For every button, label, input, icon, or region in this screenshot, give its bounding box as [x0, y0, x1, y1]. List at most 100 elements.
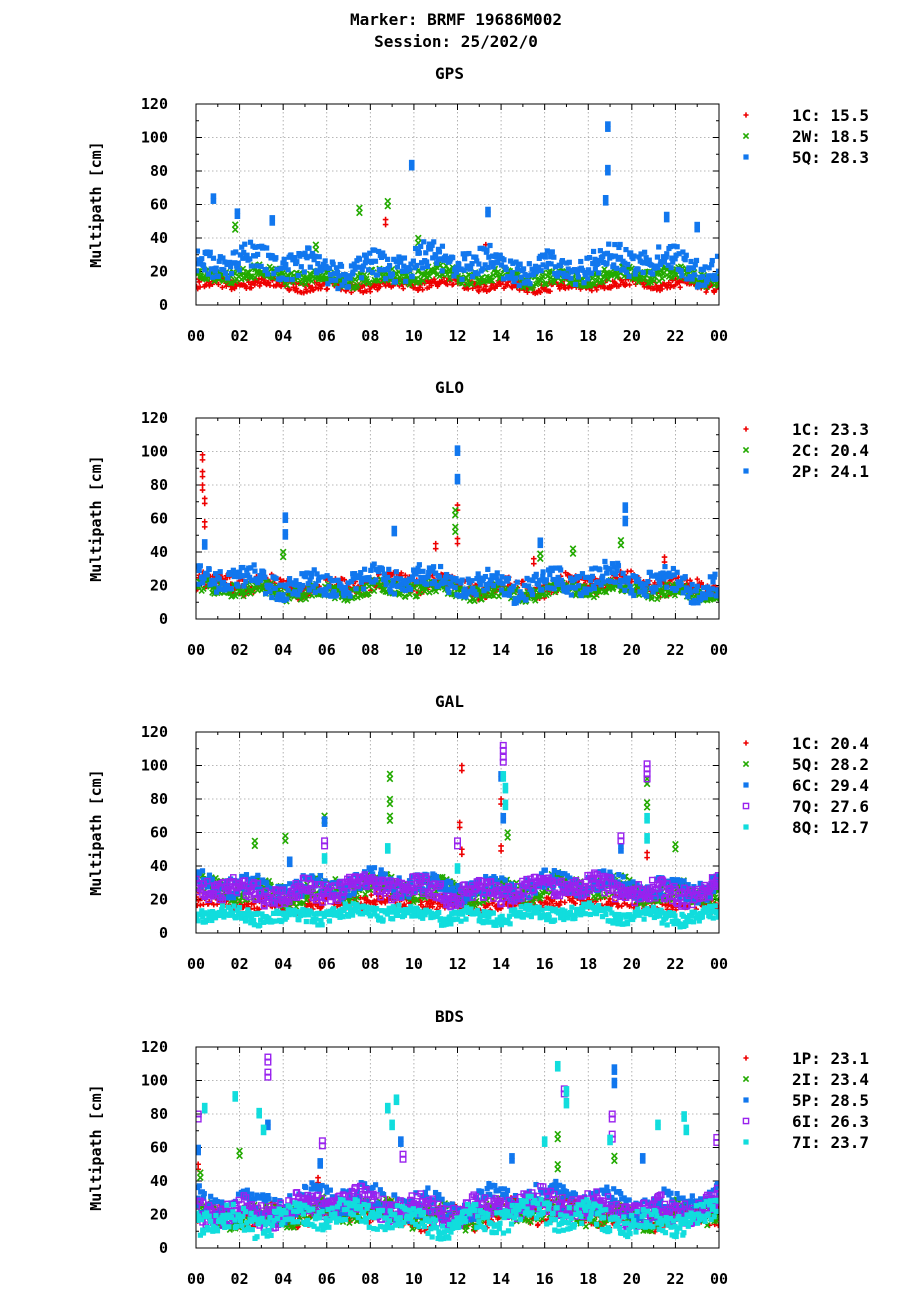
data-point [356, 256, 363, 262]
data-point [307, 264, 313, 270]
data-point [201, 500, 208, 507]
data-point [635, 266, 641, 272]
data-point [364, 258, 370, 264]
data-point [560, 270, 566, 277]
data-point [262, 591, 269, 597]
data-point [557, 286, 563, 292]
data-point [619, 903, 625, 909]
y-tick-label: 80 [150, 162, 168, 180]
data-point [488, 577, 494, 583]
data-point [251, 842, 259, 850]
data-point [267, 885, 273, 892]
data-point [273, 887, 280, 893]
data-point [668, 265, 674, 271]
data-point [393, 887, 399, 893]
data-point [415, 565, 421, 571]
data-point [666, 570, 672, 576]
data-point [566, 584, 573, 590]
data-point [562, 570, 569, 576]
data-point [697, 282, 703, 288]
data-point [668, 282, 674, 288]
data-point [709, 262, 715, 268]
data-point [626, 273, 632, 279]
data-point [627, 282, 633, 288]
data-point [301, 269, 307, 275]
data-point [661, 554, 668, 560]
data-point [407, 586, 414, 593]
data-point [520, 266, 527, 272]
data-point [254, 279, 261, 285]
data-point [335, 577, 341, 584]
data-point [589, 566, 595, 572]
data-point [525, 895, 531, 901]
data-point [306, 245, 312, 251]
data-point [533, 269, 539, 275]
data-point [644, 854, 650, 861]
x-tick-label: 02 [231, 955, 249, 973]
data-point [672, 840, 679, 848]
data-point [694, 221, 701, 228]
data-point [292, 255, 298, 261]
data-point [269, 594, 275, 601]
data-point [465, 263, 471, 269]
data-point [305, 581, 311, 587]
data-point [207, 582, 213, 588]
data-point [400, 268, 406, 274]
data-point [565, 266, 571, 272]
data-point [292, 589, 298, 595]
data-point [265, 271, 271, 277]
data-point [667, 244, 674, 250]
data-point [376, 248, 382, 255]
data-point [310, 874, 316, 880]
data-point [625, 579, 631, 585]
data-point [262, 277, 268, 283]
data-point [207, 249, 213, 255]
data-point [386, 775, 394, 783]
data-point [473, 254, 479, 260]
data-point [614, 568, 620, 574]
data-point [674, 569, 680, 575]
data-point [613, 280, 619, 287]
x-tick-label: 08 [361, 641, 379, 659]
data-point [249, 577, 256, 584]
data-point [514, 579, 520, 585]
data-point [679, 273, 685, 279]
data-point [647, 569, 653, 576]
data-point [598, 582, 604, 588]
data-point [219, 284, 225, 291]
data-point [472, 270, 478, 276]
data-point [657, 582, 663, 588]
legend-marker [743, 468, 749, 474]
data-point [362, 891, 369, 898]
data-point [280, 592, 286, 598]
data-point [493, 574, 499, 580]
data-point [572, 585, 578, 591]
data-point [271, 270, 277, 277]
data-point [368, 866, 375, 872]
data-point [208, 266, 214, 272]
data-point [533, 571, 539, 577]
data-point [275, 594, 281, 600]
data-point [509, 270, 515, 276]
data-point [414, 262, 420, 269]
data-point [351, 261, 357, 267]
data-point [633, 574, 639, 580]
data-point [636, 254, 642, 260]
data-point [656, 578, 662, 584]
data-point [370, 587, 378, 595]
data-point [487, 891, 493, 897]
data-point [398, 581, 404, 587]
data-point [513, 259, 519, 265]
data-point [629, 587, 635, 594]
data-point [484, 247, 490, 253]
data-point [432, 540, 439, 547]
data-point [694, 583, 700, 589]
data-point [282, 534, 289, 540]
data-point [200, 585, 207, 592]
data-point [459, 888, 465, 894]
data-point [703, 289, 709, 295]
data-point [459, 851, 465, 858]
data-point [236, 897, 244, 905]
data-point [612, 253, 619, 259]
legend-marker [743, 426, 749, 432]
